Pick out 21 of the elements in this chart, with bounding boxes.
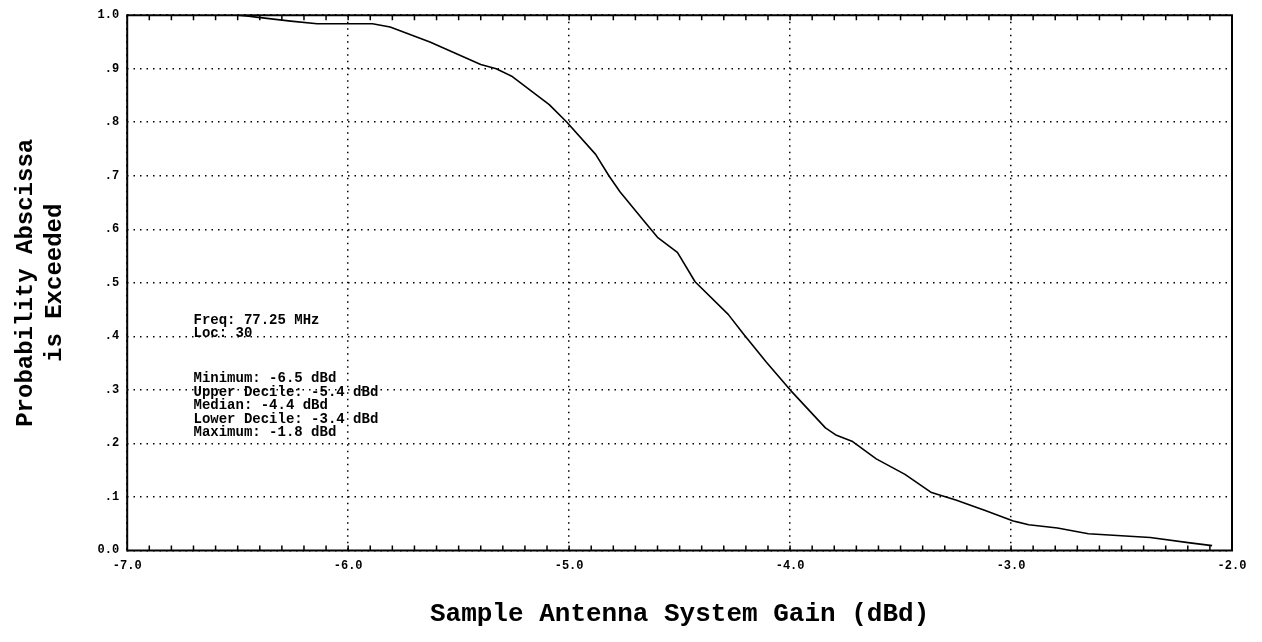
y-tick-label: .6 [104, 222, 120, 237]
y-tick-label: 1.0 [97, 8, 120, 23]
y-tick-label: .5 [104, 275, 120, 290]
x-axis-title: Sample Antenna System Gain (dBd) [429, 598, 930, 629]
y-tick-label: .9 [104, 61, 120, 76]
y-tick-label: .4 [104, 329, 120, 344]
y-tick-label: .8 [104, 115, 120, 130]
x-tick-label: -6.0 [333, 558, 363, 573]
y-tick-label: .1 [104, 489, 120, 504]
y-tick-label: .7 [104, 168, 120, 183]
y-tick-label: .3 [104, 382, 120, 397]
x-tick-label: -2.0 [1217, 558, 1247, 573]
x-tick-label: -5.0 [554, 558, 584, 573]
annotation: Freq: 77.25 MHz [193, 311, 320, 328]
y-tick-label: .2 [104, 436, 120, 451]
x-tick-label: -3.0 [996, 558, 1026, 573]
x-tick-label: -4.0 [775, 558, 805, 573]
y-axis-title: Probability Abscissa is Exceeded [12, 138, 69, 427]
annotation: Maximum: -1.8 dBd [193, 424, 337, 441]
y-tick-label: 0.0 [97, 543, 120, 558]
x-tick-label: -7.0 [112, 558, 142, 573]
